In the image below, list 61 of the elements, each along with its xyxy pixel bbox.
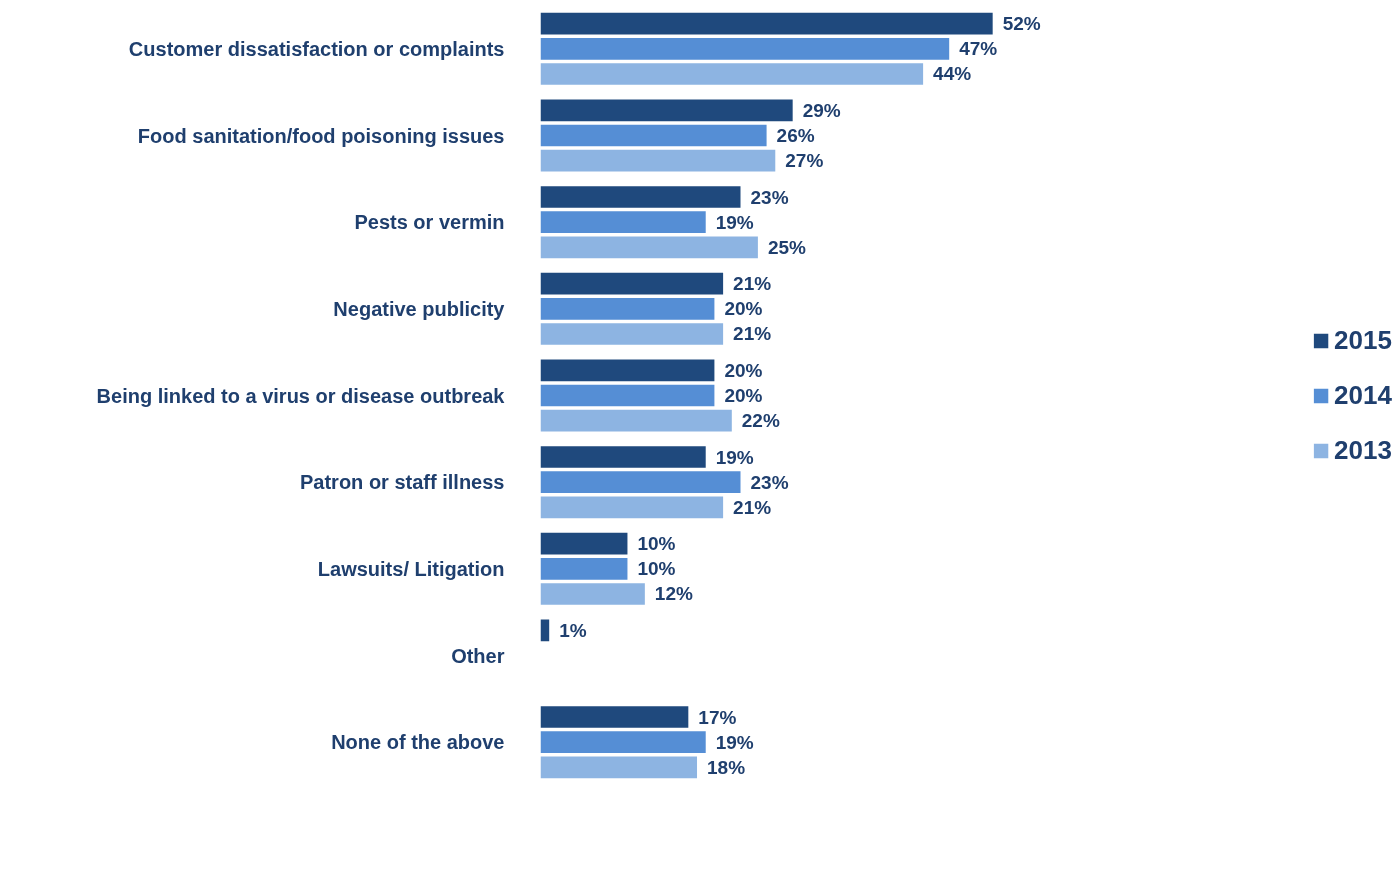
bar xyxy=(540,38,950,60)
bar xyxy=(540,149,776,172)
data-label: 52% xyxy=(1002,13,1041,35)
bar xyxy=(540,409,732,432)
bar xyxy=(540,496,724,519)
data-label: 25% xyxy=(767,236,807,258)
data-label: 21% xyxy=(733,273,772,295)
data-label: 19% xyxy=(715,446,754,468)
data-label: 23% xyxy=(750,471,789,493)
bar xyxy=(540,359,715,382)
bar xyxy=(540,583,645,605)
data-label: 19% xyxy=(715,211,754,233)
data-label: 17% xyxy=(698,706,737,728)
bar xyxy=(540,471,741,493)
y-tick-label: Patron or staff illness xyxy=(300,471,505,494)
y-tick-label: Negative publicity xyxy=(333,297,506,320)
bar xyxy=(540,63,924,85)
data-label: 21% xyxy=(733,496,772,518)
data-label: 21% xyxy=(733,323,772,345)
data-label: 12% xyxy=(654,583,693,605)
y-tick-label: Food sanitation/food poisoning issues xyxy=(137,124,505,147)
bar xyxy=(540,298,715,320)
bar xyxy=(540,272,724,295)
y-tick-label: Lawsuits/ Litigation xyxy=(317,557,505,580)
data-label: 20% xyxy=(724,298,763,320)
bar xyxy=(540,211,706,233)
y-tick-label: None of the above xyxy=(331,731,505,754)
data-label: 20% xyxy=(724,359,763,381)
bar xyxy=(540,236,758,259)
legend-label: 2014 xyxy=(1334,379,1392,411)
y-tick-label: Pests or vermin xyxy=(354,211,505,234)
data-label: 10% xyxy=(637,558,676,580)
bar xyxy=(540,186,741,208)
data-label: 20% xyxy=(724,385,763,406)
bar xyxy=(540,756,698,779)
data-label: 1% xyxy=(559,619,587,641)
bar xyxy=(540,323,724,345)
data-label: 18% xyxy=(707,756,746,778)
data-label: 19% xyxy=(715,731,754,753)
y-tick-label: Customer dissatisfaction or complaints xyxy=(128,37,505,60)
data-label: 26% xyxy=(776,125,815,146)
y-tick-label: Other xyxy=(451,644,505,667)
y-tick-label: Being linked to a virus or disease outbreak xyxy=(96,384,506,407)
data-label: 22% xyxy=(741,410,780,432)
data-label: 29% xyxy=(802,99,841,121)
bar xyxy=(540,99,793,122)
data-label: 47% xyxy=(959,38,998,60)
legend-label: 2015 xyxy=(1334,324,1392,356)
bar xyxy=(540,532,628,555)
bar xyxy=(540,12,993,35)
bar xyxy=(540,558,628,580)
bar xyxy=(540,706,689,728)
data-label: 23% xyxy=(750,186,789,208)
bar xyxy=(540,124,767,147)
bar xyxy=(540,731,706,753)
data-label: 27% xyxy=(785,150,824,172)
data-label: 44% xyxy=(933,63,972,85)
bar xyxy=(540,384,715,407)
data-label: 10% xyxy=(637,533,676,555)
legend-label: 2013 xyxy=(1334,434,1392,466)
bar xyxy=(540,446,706,468)
